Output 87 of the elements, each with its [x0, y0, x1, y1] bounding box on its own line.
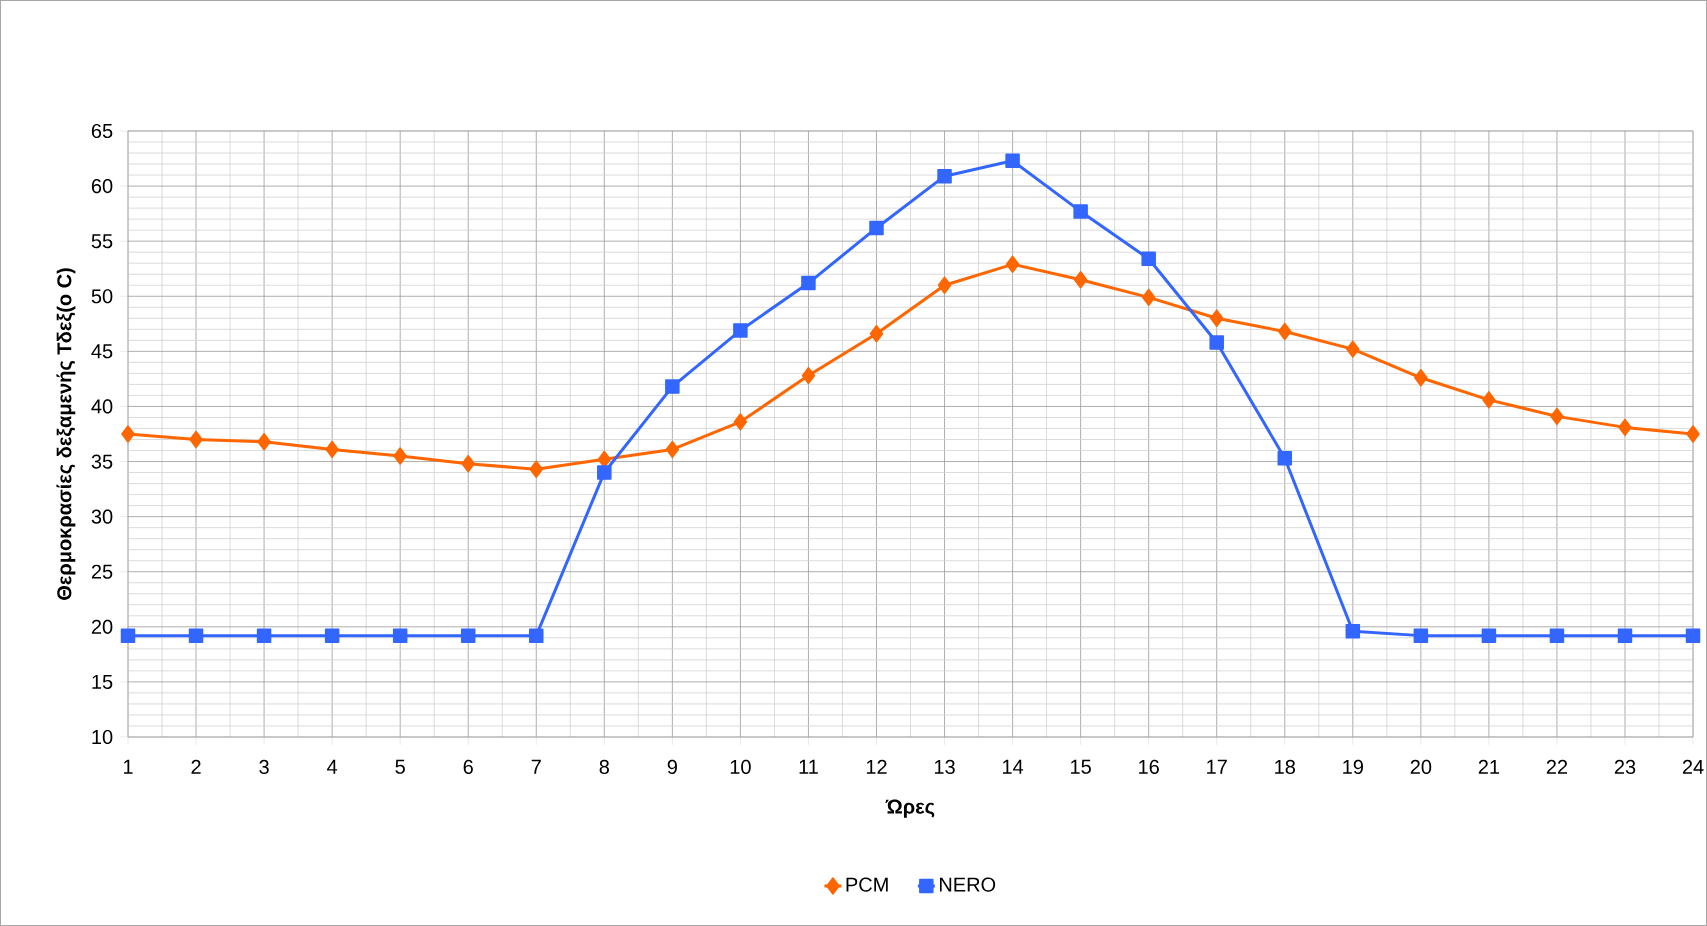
point: [392, 628, 408, 643]
point: [121, 425, 135, 443]
x-tick-label: 16: [1139, 759, 1159, 775]
point: [1345, 623, 1361, 639]
x-tick-label: 14: [1002, 759, 1024, 774]
y-tick-label: 35: [91, 454, 113, 469]
point: [325, 440, 339, 459]
x-tick-label: 15: [1071, 759, 1091, 774]
point: [1481, 628, 1497, 643]
y-tick-label: 50: [91, 289, 113, 304]
point: [1346, 340, 1360, 358]
point: [460, 628, 476, 643]
point: [801, 275, 816, 291]
y-tick-label: 55: [91, 234, 113, 249]
point: [937, 276, 952, 294]
point: [188, 628, 204, 643]
x-tick-label: 20: [1410, 759, 1432, 775]
x-tick-label: 6: [463, 759, 473, 775]
y-tick-label: 45: [91, 344, 113, 359]
x-tick-label: 18: [1275, 759, 1296, 775]
point: [461, 454, 475, 473]
y-tick-label: 10: [92, 729, 113, 745]
point: [733, 323, 748, 338]
point: [597, 465, 612, 480]
point: [1073, 204, 1088, 219]
point: [120, 628, 136, 643]
point: [324, 628, 340, 643]
point: [869, 220, 884, 236]
point: [529, 628, 544, 643]
x-tick-label: 21: [1478, 759, 1500, 774]
x-tick-label: 7: [531, 759, 541, 774]
point: [1209, 335, 1224, 350]
x-tick-label: 13: [934, 759, 955, 775]
point: [256, 628, 272, 643]
x-tick-label: 19: [1343, 759, 1363, 775]
y-tick-label: 30: [91, 509, 113, 524]
point: [1005, 255, 1020, 274]
point: [1617, 628, 1633, 643]
x-tick-label: 24: [1682, 759, 1704, 774]
point: [869, 324, 884, 343]
point: [189, 430, 203, 449]
x-tick-label: 22: [1546, 759, 1568, 774]
point: [665, 379, 680, 394]
legend-label: PCM: [846, 877, 888, 892]
point: [1141, 288, 1156, 307]
x-tick-label: 12: [866, 759, 887, 774]
point: [1482, 391, 1496, 409]
x-tick-label: 5: [395, 759, 405, 774]
point: [665, 440, 680, 459]
point: [1685, 628, 1701, 643]
x-tick-label: 11: [799, 759, 818, 774]
point: [801, 366, 816, 385]
point: [1414, 369, 1428, 387]
x-tick-label: 10: [730, 759, 751, 775]
point: [1686, 425, 1700, 443]
legend-label: NERO: [939, 877, 996, 892]
y-tick-label: 25: [91, 564, 113, 579]
x-tick-label: 1: [123, 759, 133, 774]
x-axis-title: Ώρες: [885, 799, 935, 818]
point: [1277, 450, 1293, 466]
x-tick-label: 17: [1207, 759, 1227, 774]
x-tick-label: 9: [667, 759, 677, 775]
y-tick-label: 60: [91, 179, 113, 194]
x-tick-label: 23: [1614, 759, 1636, 775]
point: [529, 460, 544, 478]
point: [1549, 628, 1565, 643]
x-tick-label: 4: [327, 759, 338, 774]
point: [1550, 407, 1564, 426]
y-tick-label: 20: [91, 619, 113, 634]
x-tick-label: 8: [599, 759, 609, 775]
point: [1209, 309, 1224, 328]
x-tick-label: 2: [191, 759, 201, 774]
point: [257, 432, 271, 451]
point: [393, 447, 407, 465]
y-tick-label: 40: [91, 399, 113, 414]
point: [937, 168, 952, 184]
point: [1278, 322, 1292, 341]
x-tick-label: 3: [259, 759, 269, 775]
point: [1005, 153, 1020, 168]
point: [1141, 251, 1156, 267]
point: [733, 413, 748, 431]
point: [1618, 418, 1632, 437]
y-axis-title: Θερμοκρασίες δεξαμενής Τδεξ(o C): [56, 268, 76, 600]
point: [1073, 270, 1088, 289]
y-tick-label: 15: [92, 674, 113, 689]
point: [1413, 628, 1429, 643]
y-tick-label: 65: [91, 123, 113, 139]
